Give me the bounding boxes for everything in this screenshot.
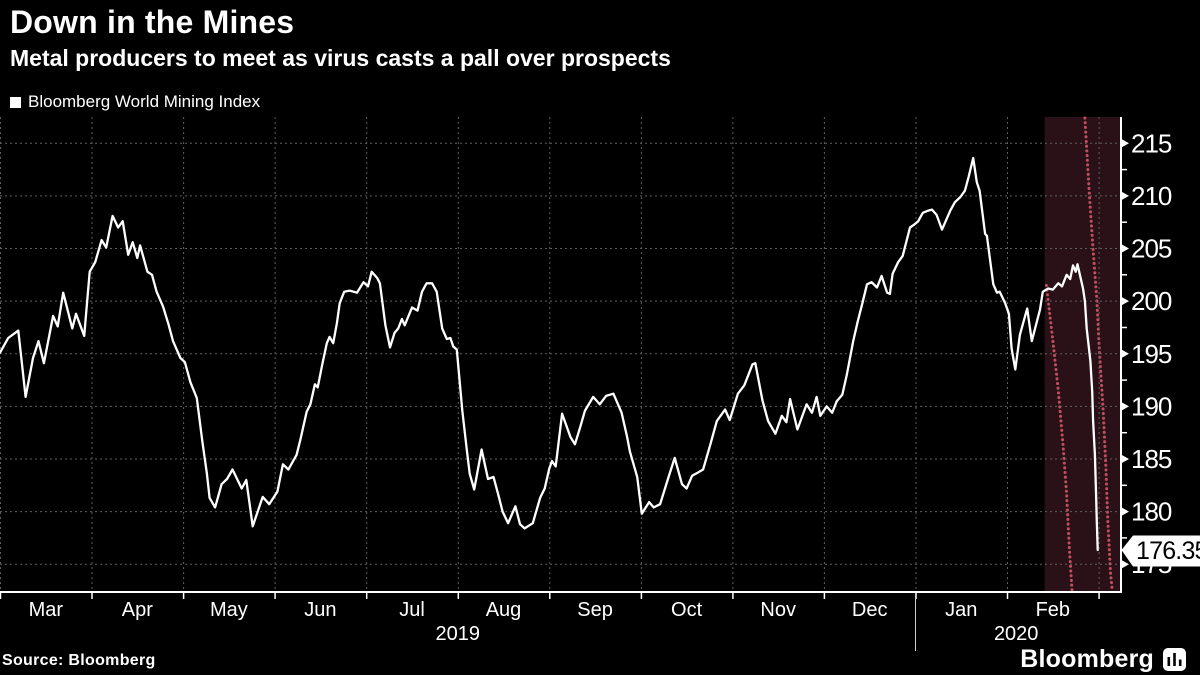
y-major-tick [1121,507,1129,517]
chart-subtitle: Metal producers to meet as virus casts a… [10,45,671,71]
x-tick-label: Oct [671,599,703,621]
chart-title: Down in the Mines [10,4,295,40]
y-tick-label: 200 [1131,286,1172,316]
bloomberg-bars-icon [1163,648,1186,671]
highlight-region [1044,116,1121,594]
x-tick-label: Feb [1036,599,1070,621]
y-major-tick [1121,191,1129,201]
y-tick-label: 180 [1131,497,1172,527]
x-tick-label: Dec [852,599,888,621]
y-tick-label: 195 [1131,339,1172,369]
y-major-tick [1121,349,1129,359]
y-tick-label: 210 [1131,181,1172,211]
x-tick-label: Jun [304,599,336,621]
highlight-right-dotted-line [1083,116,1114,594]
y-major-tick [1121,138,1129,148]
x-tick-label: May [210,599,248,621]
last-value-flag: 176.35 [1121,535,1200,567]
legend: Bloomberg World Mining Index [10,92,260,112]
gridlines [0,117,1121,592]
axes [0,117,1122,593]
x-tick-label: Jan [945,599,977,621]
x-tick-label: Apr [122,599,153,621]
x-tick-label: Sep [577,599,613,621]
y-tick-label: 205 [1131,234,1172,264]
y-major-tick [1121,559,1129,569]
y-major-tick [1121,296,1129,306]
y-axis: 175180185190195200205210215 [1121,128,1173,579]
legend-label: Bloomberg World Mining Index [28,92,261,111]
x-tick-label: Jul [399,599,425,621]
year-label: 2019 [436,623,481,645]
x-axis: Mar Apr May Jun Jul Aug Sep Oct Nov Dec Jan Feb 2019… [0,592,1100,651]
highlight-left-dotted-line [1044,283,1074,594]
y-major-tick [1121,454,1129,464]
source-text: Source: Bloomberg [2,652,156,669]
y-tick-label: 215 [1131,128,1172,158]
legend-marker-icon [10,96,21,108]
year-label: 2020 [994,623,1039,645]
bloomberg-wordmark: Bloomberg [1020,645,1154,673]
x-tick-label: Aug [486,599,522,621]
y-tick-label: 190 [1131,391,1172,421]
x-tick-label: Mar [29,599,64,621]
y-major-tick [1121,401,1129,411]
last-value-label: 176.35 [1136,537,1200,565]
y-major-tick [1121,244,1129,253]
y-tick-label: 185 [1131,444,1172,474]
x-tick-label: Nov [760,599,796,621]
bloomberg-logo: Bloomberg [1020,645,1186,674]
series-line [0,156,1099,552]
